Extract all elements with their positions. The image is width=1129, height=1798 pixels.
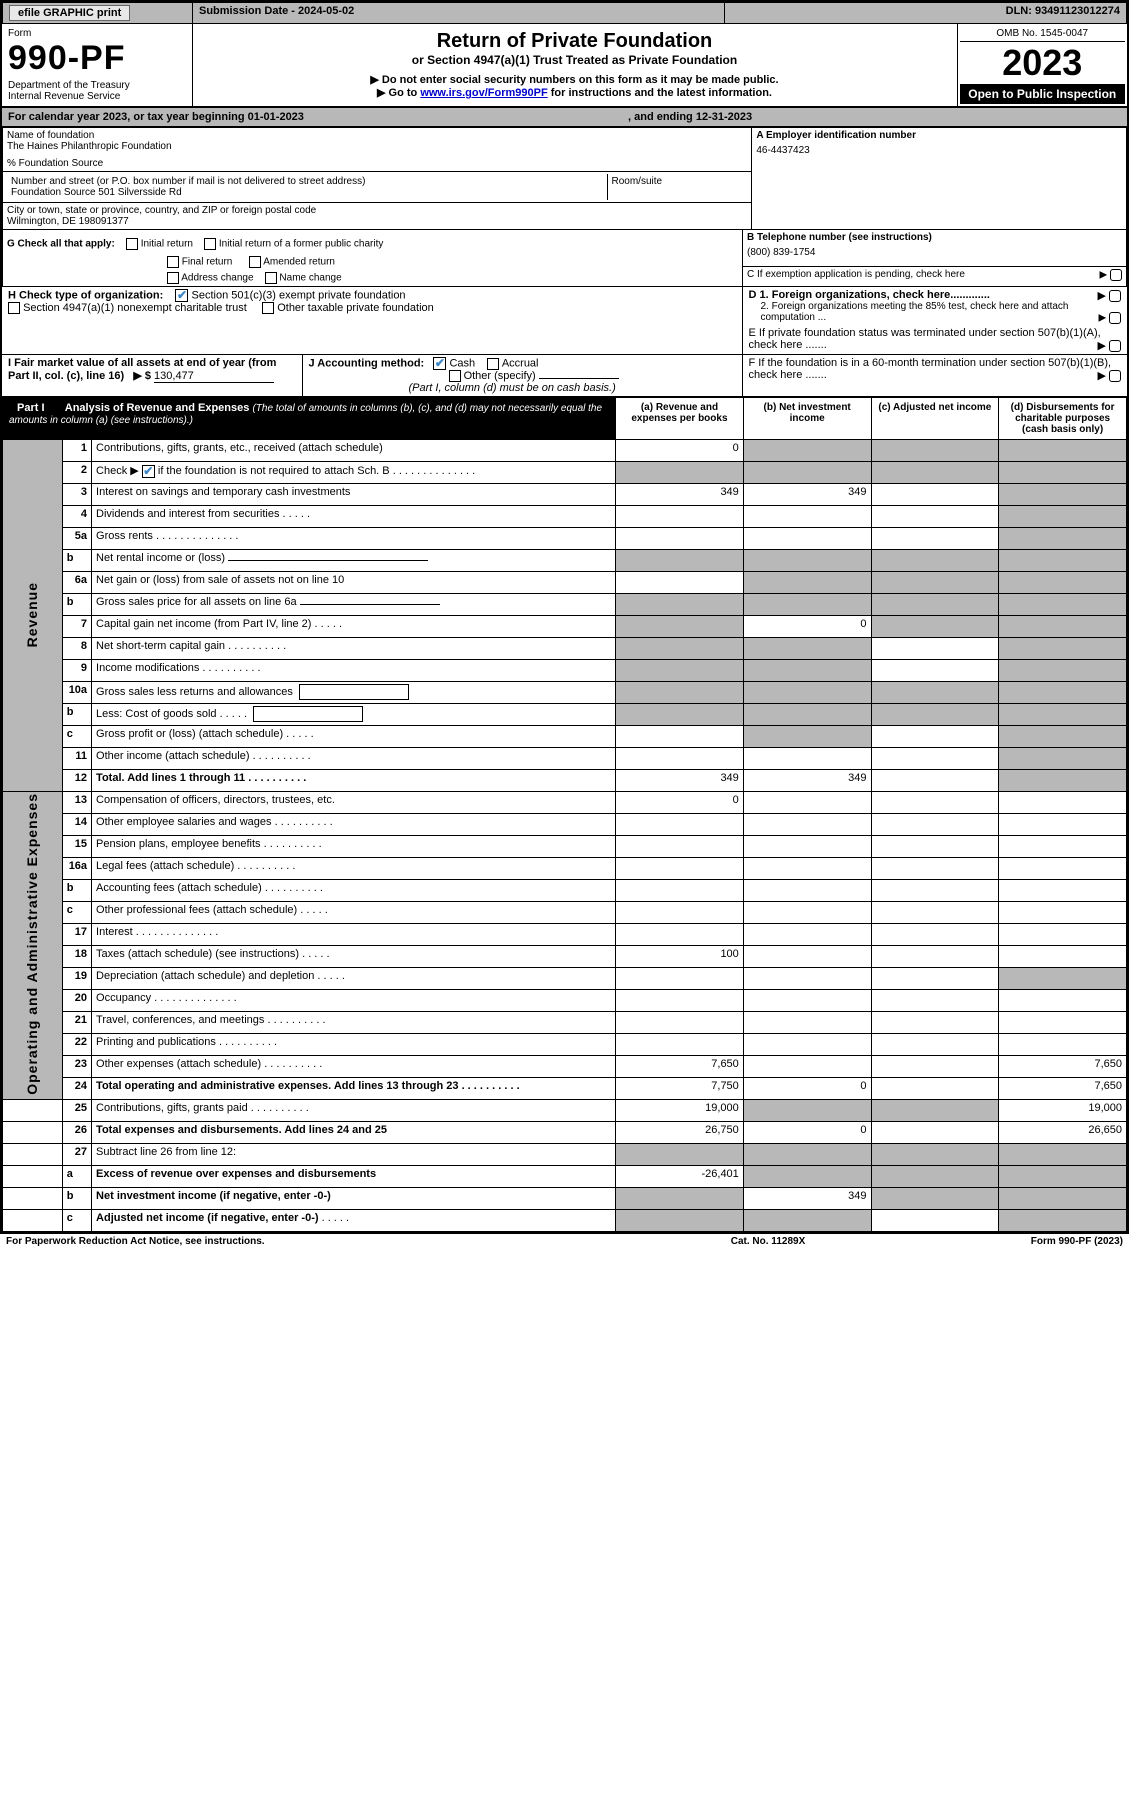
form-header: Form 990-PF Department of the Treasury I…	[2, 24, 1127, 108]
side-revenue: Revenue	[24, 582, 40, 647]
checkbox-name-change[interactable]	[265, 272, 277, 284]
form-subtitle: or Section 4947(a)(1) Trust Treated as P…	[199, 53, 951, 67]
submission-date: Submission Date - 2024-05-02	[193, 3, 725, 24]
g-label: G Check all that apply:	[7, 239, 115, 250]
row-3: Interest on savings and temporary cash i…	[92, 484, 616, 506]
form-link[interactable]: www.irs.gov/Form990PF	[420, 87, 547, 99]
checkbox-d1[interactable]	[1109, 290, 1121, 302]
instr-2: ▶ Go to www.irs.gov/Form990PF for instru…	[199, 86, 951, 99]
form-title: Return of Private Foundation	[199, 30, 951, 53]
i-value: 130,477	[154, 370, 274, 383]
checkbox-other-taxable[interactable]	[262, 302, 274, 314]
part1-title: Analysis of Revenue and Expenses	[65, 402, 250, 414]
street-address: Foundation Source 501 Silversside Rd	[11, 187, 603, 198]
side-opex: Operating and Administrative Expenses	[24, 793, 40, 1095]
row-1: Contributions, gifts, grants, etc., rece…	[92, 440, 616, 462]
col-a-header: (a) Revenue and expenses per books	[616, 398, 744, 440]
checkbox-cash[interactable]: ✔	[433, 357, 446, 370]
checkbox-other-method[interactable]	[449, 370, 461, 382]
checkbox-accrual[interactable]	[487, 358, 499, 370]
checkbox-final-return[interactable]	[167, 256, 179, 268]
open-to-public: Open to Public Inspection	[960, 84, 1126, 104]
entity-info: Name of foundation The Haines Philanthro…	[2, 127, 1127, 230]
calendar-year-bar: For calendar year 2023, or tax year begi…	[2, 108, 1127, 127]
city-state-zip: Wilmington, DE 198091377	[7, 216, 747, 227]
form-ref: Form 990-PF (2023)	[874, 1234, 1129, 1249]
part1-table: Part I Analysis of Revenue and Expenses …	[2, 397, 1127, 1232]
form-label: Form	[8, 28, 186, 39]
f-label: F If the foundation is in a 60-month ter…	[749, 357, 1112, 381]
checkbox-501c3[interactable]: ✔	[175, 289, 188, 302]
pct-line: % Foundation Source	[7, 158, 747, 169]
part1-label: Part I	[9, 400, 53, 416]
checkbox-e[interactable]	[1109, 340, 1121, 352]
d1-label: D 1. Foreign organizations, check here..…	[749, 289, 990, 301]
form-footer: For Paperwork Reduction Act Notice, see …	[0, 1234, 1129, 1249]
dept-line-1: Department of the Treasury	[8, 80, 186, 91]
checkbox-amended-return[interactable]	[249, 256, 261, 268]
cat-no: Cat. No. 11289X	[662, 1234, 874, 1249]
instr-1: ▶ Do not enter social security numbers o…	[199, 73, 951, 86]
checkbox-c[interactable]	[1110, 269, 1122, 281]
c-label: C If exemption application is pending, c…	[747, 269, 965, 280]
checkbox-d2[interactable]	[1109, 312, 1121, 324]
omb-number: OMB No. 1545-0047	[960, 26, 1126, 42]
top-bar: efile GRAPHIC print Submission Date - 20…	[2, 2, 1127, 24]
j-note: (Part I, column (d) must be on cash basi…	[309, 382, 616, 394]
form-number: 990-PF	[8, 39, 186, 78]
checkbox-address-change[interactable]	[167, 272, 179, 284]
col-b-header: (b) Net investment income	[743, 398, 871, 440]
phone-label: B Telephone number (see instructions)	[747, 232, 1122, 243]
phone-value: (800) 839-1754	[747, 247, 1122, 258]
j-label: J Accounting method:	[309, 358, 425, 370]
paperwork-notice: For Paperwork Reduction Act Notice, see …	[0, 1234, 662, 1249]
city-label: City or town, state or province, country…	[7, 205, 747, 216]
tax-year: 2023	[960, 42, 1126, 84]
d2-label: 2. Foreign organizations meeting the 85%…	[761, 301, 1069, 323]
checkbox-schb[interactable]: ✔	[142, 465, 155, 478]
efile-print-button[interactable]: efile GRAPHIC print	[9, 5, 130, 21]
e-label: E If private foundation status was termi…	[749, 327, 1101, 351]
name-label: Name of foundation	[7, 130, 747, 141]
dept-line-2: Internal Revenue Service	[8, 91, 186, 102]
checkbox-f[interactable]	[1109, 370, 1121, 382]
checkbox-4947a1[interactable]	[8, 302, 20, 314]
addr-label: Number and street (or P.O. box number if…	[11, 176, 603, 187]
h-label: H Check type of organization:	[8, 289, 163, 301]
ein-label: A Employer identification number	[756, 130, 1122, 141]
ein-value: 46-4437423	[756, 145, 1122, 156]
foundation-name: The Haines Philanthropic Foundation	[7, 141, 747, 152]
room-label: Room/suite	[612, 176, 744, 187]
col-c-header: (c) Adjusted net income	[871, 398, 999, 440]
col-d-header: (d) Disbursements for charitable purpose…	[999, 398, 1127, 440]
dln: DLN: 93491123012274	[724, 3, 1126, 24]
checkbox-initial-return[interactable]	[126, 238, 138, 250]
checkbox-initial-former[interactable]	[204, 238, 216, 250]
